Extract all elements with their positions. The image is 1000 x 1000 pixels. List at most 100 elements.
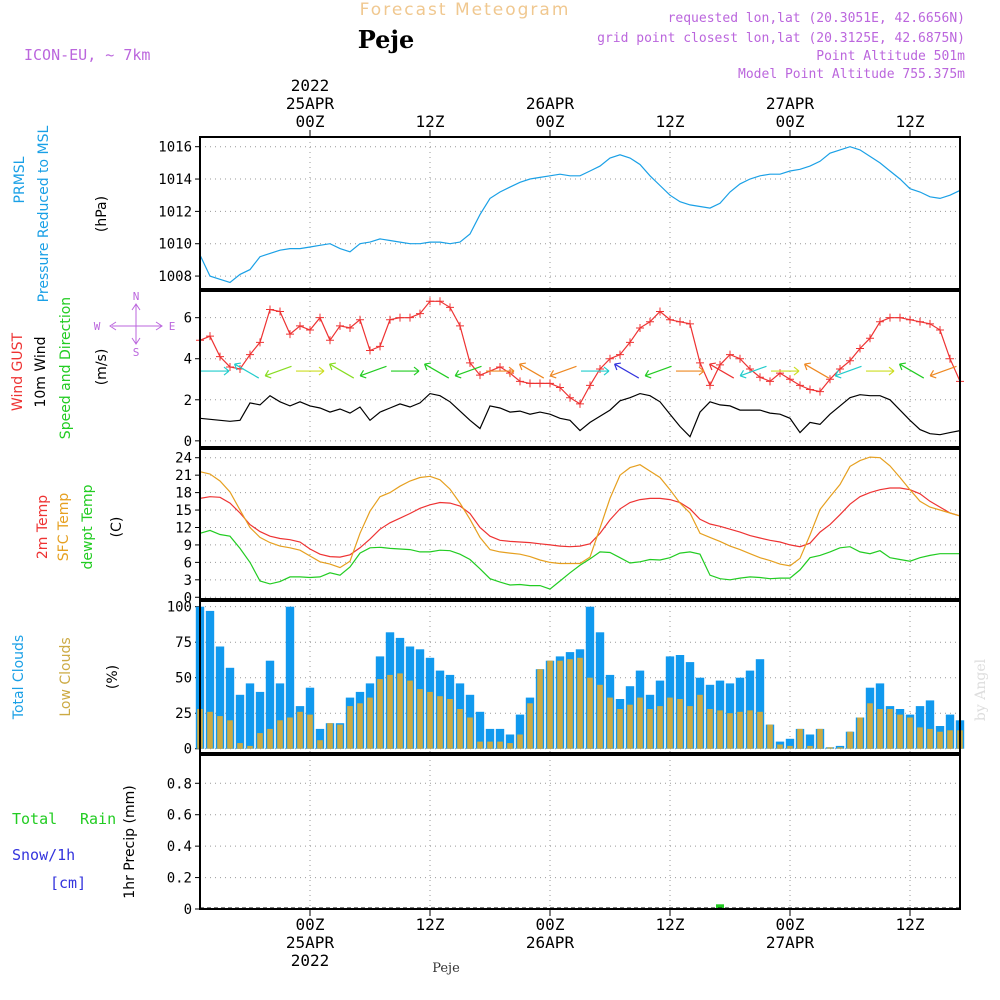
rain-label: Rain [80,810,116,828]
pressure-ytick-label: 1014 [158,172,192,188]
wind-panel-bg [200,291,960,447]
wind-direction-arrow [644,365,672,379]
low-cloud-bar [477,741,483,749]
gust-marker [576,399,584,408]
wind-direction-arrow [264,365,292,379]
low-cloud-bar [437,696,443,749]
clouds-ytick-label: 75 [175,635,192,651]
low-cloud-bar [887,709,893,749]
gust-marker [316,313,324,322]
gust-marker [366,346,374,355]
gust-marker [796,381,804,390]
low-cloud-bar [697,694,703,749]
low-cloud-bar [877,709,883,749]
gust-marker [526,379,534,388]
gust-marker [276,307,284,316]
gust-marker [816,387,824,396]
bottom-time-label: 00Z [536,915,565,934]
precip-ytick-label: 0.4 [167,839,192,855]
bottom-time-label: 25APR [286,933,335,952]
gust-marker [436,297,444,306]
gust-marker [376,342,384,351]
bottom-time-label: 2022 [291,951,330,970]
low-cloud-bar [767,724,773,749]
temp-unit: (C) [109,517,125,538]
top-time-label: 00Z [296,112,325,131]
precip-ytick-label: 0.8 [167,776,192,792]
pressure-ytick-label: 1010 [158,237,192,253]
gust-marker [826,375,834,384]
low-cloud-bar [457,709,463,749]
temp-panel-frame [199,448,961,600]
compass-n: N [133,290,140,303]
low-cloud-bar [327,723,333,749]
low-cloud-bar [277,720,283,749]
compass-w: W [94,320,101,333]
gust-marker [556,383,564,392]
wind-direction-arrow [898,362,925,379]
gust-marker [666,315,674,324]
gust-marker [786,375,794,384]
wind-ytick-label: 6 [184,311,192,327]
gust-label: Wind GUST [10,332,26,411]
total-cloud-bar [745,670,755,749]
top-time-label: 25APR [286,94,335,113]
gust-marker [256,338,264,347]
wind-line [199,392,961,438]
low-cloud-bar [717,710,723,749]
top-time-label: 00Z [536,112,565,131]
pressure-label-2: Pressure Reduced to MSL [36,125,52,302]
gust-marker [896,313,904,322]
low-cloud-bar [567,659,573,749]
total-cloud-bar [485,728,495,749]
gust-marker [676,317,684,326]
low-cloud-bar [507,743,513,749]
low-cloud-bar [787,745,793,749]
gust-marker [336,321,344,330]
total-cloud-bar [755,659,765,749]
wind-ytick-label: 4 [184,352,192,368]
low-cloud-bar [607,697,613,749]
top-time-label: 27APR [766,94,815,113]
wind-direction-arrow [201,366,230,376]
total-cloud-bar [475,711,485,749]
gust-marker [776,369,784,378]
precip-panel-frame [199,754,961,910]
total-cloud-bar [925,700,935,749]
gust-marker [356,315,364,324]
sfc-temp-line [199,456,961,569]
gust-marker [686,319,694,328]
wind-direction-arrow [739,365,767,379]
top-time-label: 26APR [526,94,575,113]
low-cloud-bar [517,734,523,749]
low-cloud-bar [407,680,413,749]
gust-marker [306,326,314,334]
gust-marker [296,321,304,330]
pressure-panel-bg [200,137,960,289]
precip-ytick-label: 0 [184,902,192,918]
gust-marker [456,321,464,330]
pressure-label: PRMSL [12,156,28,203]
low-cloud-bar [677,699,683,749]
dewpt-label: dewpt Temp [80,484,96,569]
low-cloud-bar [427,691,433,749]
wind-ytick-label: 2 [184,393,192,409]
gust-marker [936,326,944,334]
low-cloud-bar [857,717,863,749]
wind-label: 10m Wind [33,336,49,407]
gust-marker [756,373,764,382]
gust-marker [846,356,854,365]
gust-marker [566,393,574,402]
low-cloud-bar [417,689,423,749]
gust-marker [636,323,644,332]
temp-ytick-label: 3 [184,573,192,589]
temp-panel-bg [200,449,960,599]
gust-marker [916,317,924,326]
total-cloud-bar [215,646,225,749]
wind-direction-arrow [328,362,355,379]
top-time-label: 12Z [656,112,685,131]
top-time-label: 12Z [896,112,925,131]
low-cloud-bar [917,727,923,749]
low-cloud-bar [827,747,833,749]
